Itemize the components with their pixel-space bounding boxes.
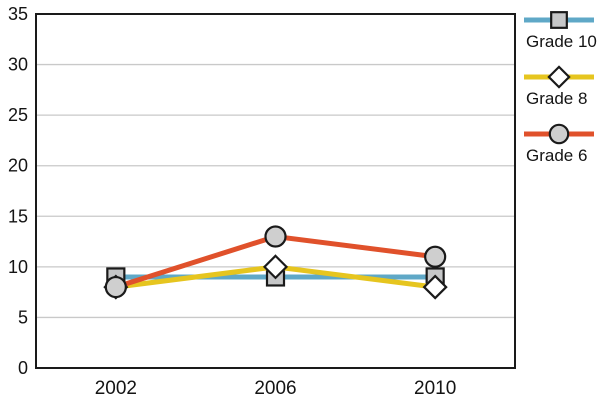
marker-circle [264, 225, 287, 248]
x-tick-label: 2002 [95, 378, 137, 399]
x-tick-label: 2006 [254, 378, 296, 399]
y-tick-label: 10 [8, 257, 28, 277]
y-tick-label: 20 [8, 156, 28, 176]
legend-label-grade-6: Grade 6 [526, 146, 588, 165]
legend-label-grade-8: Grade 8 [526, 89, 588, 108]
marker-square [550, 11, 568, 29]
marker-circle [424, 245, 447, 268]
legend-item-grade-6: Grade 6 [521, 122, 600, 166]
marker-diamond [422, 274, 448, 300]
y-tick-label: 30 [8, 55, 28, 75]
plot-border [35, 13, 516, 369]
y-tick-label: 5 [18, 307, 28, 327]
x-tick-label: 2010 [414, 378, 456, 399]
legend-swatch [524, 11, 594, 29]
legend: Grade 10 Grade 8 Grade 6 [521, 8, 600, 166]
marker-circle [104, 275, 127, 299]
legend-item-grade-8: Grade 8 [521, 65, 600, 109]
legend-item-grade-10: Grade 10 [521, 8, 600, 52]
y-tick-label: 0 [18, 358, 28, 378]
y-tick-label: 15 [8, 206, 28, 226]
marker-circle [548, 123, 570, 145]
y-tick-label: 25 [8, 105, 28, 125]
marker-diamond [547, 65, 571, 89]
legend-label-grade-10: Grade 10 [526, 32, 597, 51]
legend-swatch [524, 123, 594, 145]
y-tick-label: 35 [8, 4, 28, 24]
marker-diamond [262, 254, 289, 280]
legend-swatch [524, 65, 594, 89]
